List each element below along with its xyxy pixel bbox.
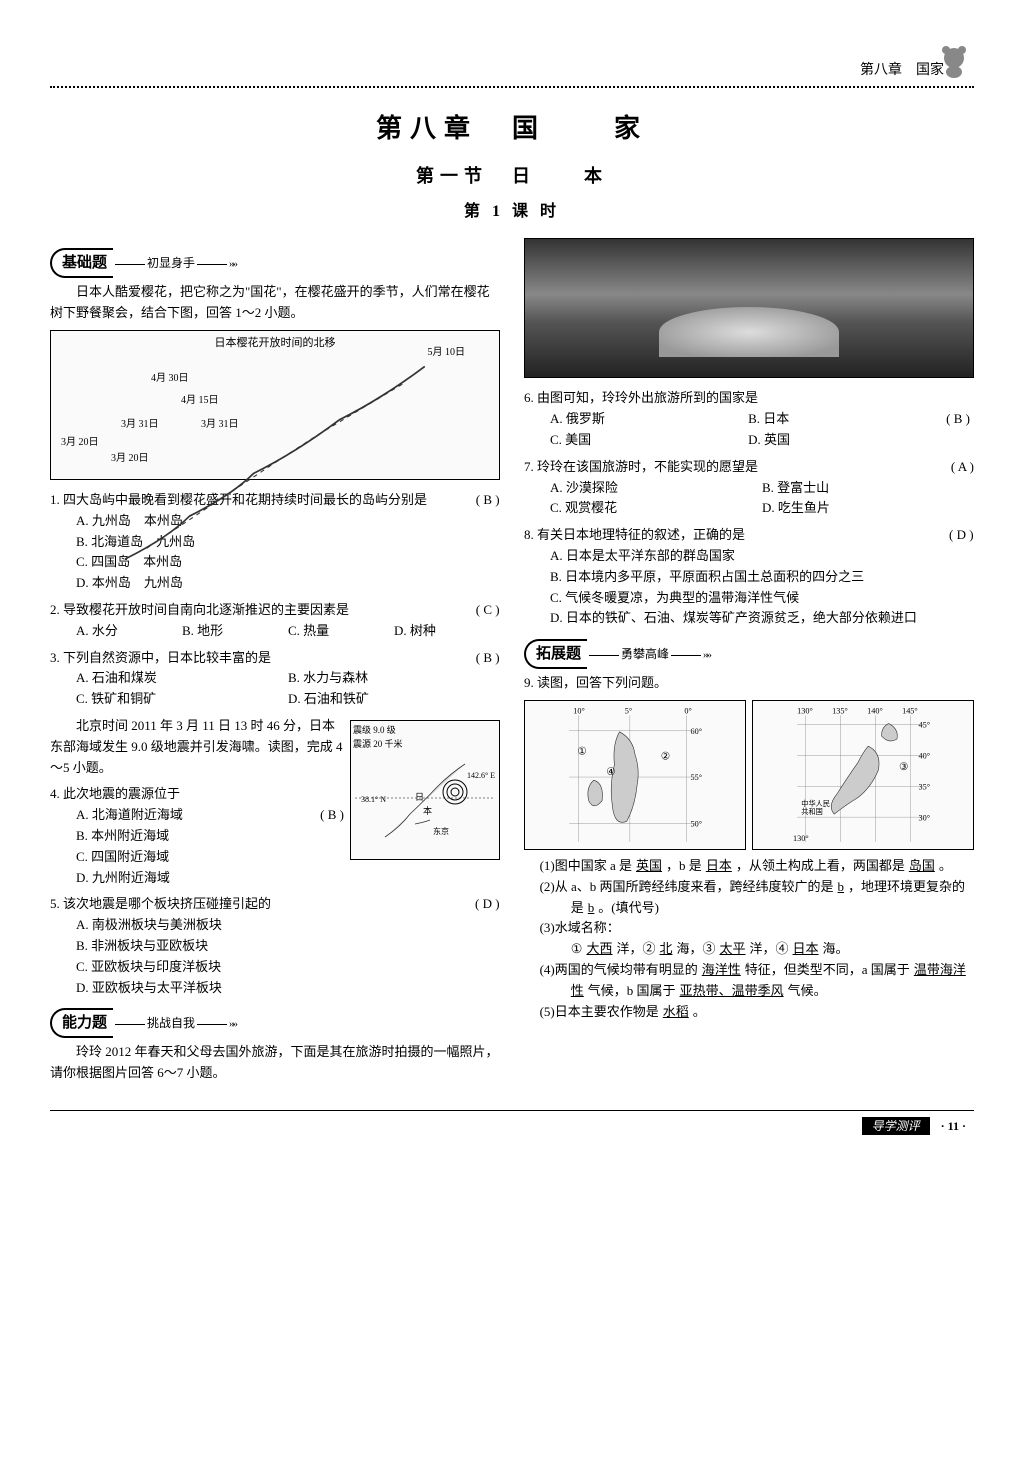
svg-text:10°: 10° bbox=[573, 706, 585, 715]
left-column: 基础题初显身手»» 日本人酷爱樱花，把它称之为"国花"，在樱花盛开的季节，人们常… bbox=[50, 238, 500, 1090]
answer-6: ( B ) bbox=[946, 409, 970, 430]
answer-4: ( B ) bbox=[320, 805, 344, 826]
svg-text:30°: 30° bbox=[919, 813, 931, 822]
comparison-maps: 10°5°0° 60°55°50° ① ② ④ 130°13 bbox=[524, 700, 974, 850]
header-chapter-ref: 第八章 国家 bbox=[50, 60, 974, 82]
svg-text:50°: 50° bbox=[691, 819, 703, 828]
question-7: 7. 玲玲在该国旅游时，不能实现的愿望是( A ) A. 沙漠探险B. 登富士山… bbox=[524, 457, 974, 519]
mascot-icon bbox=[934, 40, 974, 80]
chapter-title: 第八章 国 家 bbox=[50, 108, 974, 150]
svg-text:35°: 35° bbox=[919, 782, 931, 791]
svg-text:135°: 135° bbox=[832, 706, 848, 715]
svg-text:日: 日 bbox=[415, 792, 424, 802]
right-column: 6. 由图可知，玲玲外出旅游所到的国家是 ( B ) A. 俄罗斯B. 日本 C… bbox=[524, 238, 974, 1090]
question-2: 2. 导致樱花开放时间自南向北逐渐推迟的主要因素是( C ) A. 水分B. 地… bbox=[50, 600, 500, 642]
svg-text:③: ③ bbox=[899, 762, 908, 773]
svg-text:东京: 东京 bbox=[433, 826, 449, 836]
answer-1: ( B ) bbox=[491, 490, 500, 511]
answer-8: ( D ) bbox=[965, 525, 974, 546]
question-3: 3. 下列自然资源中，日本比较丰富的是( B ) A. 石油和煤炭B. 水力与森… bbox=[50, 648, 500, 710]
svg-text:45°: 45° bbox=[919, 721, 931, 730]
section-title: 第一节 日 本 bbox=[50, 162, 974, 191]
map-uk: 10° 5° 0° 60° 55° 50° ① ② ④ bbox=[524, 700, 746, 850]
section-header-extend: 拓展题勇攀高峰»» bbox=[524, 639, 974, 665]
section-header-ability: 能力题挑战自我»» bbox=[50, 1008, 500, 1034]
svg-text:共和国: 共和国 bbox=[801, 807, 823, 816]
answer-5: ( D ) bbox=[491, 894, 500, 915]
svg-text:38.1° N: 38.1° N bbox=[361, 795, 386, 804]
svg-text:130°: 130° bbox=[797, 706, 813, 715]
answer-7: ( A ) bbox=[966, 457, 974, 478]
fuji-photo bbox=[524, 238, 974, 378]
question-6: 6. 由图可知，玲玲外出旅游所到的国家是 ( B ) A. 俄罗斯B. 日本 C… bbox=[524, 388, 974, 450]
svg-text:142.6° E: 142.6° E bbox=[467, 771, 495, 780]
svg-text:中华人民: 中华人民 bbox=[801, 799, 830, 808]
svg-text:②: ② bbox=[661, 752, 670, 763]
svg-text:130°: 130° bbox=[793, 834, 809, 843]
section-header-basic: 基础题初显身手»» bbox=[50, 248, 500, 274]
question-5: 5. 该次地震是哪个板块挤压碰撞引起的( D ) A. 南极洲板块与美洲板块 B… bbox=[50, 894, 500, 998]
page-footer: 导学测评 · 11 · bbox=[50, 1110, 974, 1136]
svg-text:①: ① bbox=[577, 746, 586, 757]
answer-2: ( C ) bbox=[491, 600, 500, 621]
sakura-map: 日本樱花开放时间的北移 5月 10日 4月 30日 4月 15日 3月 31日 … bbox=[50, 330, 500, 480]
svg-text:④: ④ bbox=[606, 767, 615, 778]
svg-text:55°: 55° bbox=[691, 773, 703, 782]
svg-text:60°: 60° bbox=[691, 727, 703, 736]
intro-1-2: 日本人酷爱樱花，把它称之为"国花"，在樱花盛开的季节，人们常在樱花树下野餐聚会，… bbox=[50, 282, 500, 324]
lesson-title: 第 1 课 时 bbox=[50, 199, 974, 225]
question-8: 8. 有关日本地理特征的叙述，正确的是( D ) A. 日本是太平洋东部的群岛国… bbox=[524, 525, 974, 629]
svg-text:0°: 0° bbox=[684, 706, 691, 715]
earthquake-map: 震级 9.0 级 震源 20 千米 142.6° E 38.1° N 日 本 东… bbox=[350, 720, 500, 860]
answer-3: ( B ) bbox=[491, 648, 500, 669]
svg-text:本: 本 bbox=[423, 805, 432, 816]
header-divider bbox=[50, 86, 974, 88]
svg-text:40°: 40° bbox=[919, 751, 931, 760]
intro-6-7: 玲玲 2012 年春天和父母去国外旅游，下面是其在旅游时拍摄的一幅照片，请你根据… bbox=[50, 1042, 500, 1084]
svg-text:145°: 145° bbox=[902, 706, 918, 715]
svg-text:5°: 5° bbox=[625, 706, 632, 715]
map-japan: 130° 135° 140° 145° 45° 40° 35° 30° ③ 中华人民 共和国… bbox=[752, 700, 974, 850]
question-9-subs: (1)图中国家 a 是英国，b 是日本，从领土构成上看，两国都是岛国。 (2)从… bbox=[524, 856, 974, 1022]
question-9: 9. 读图，回答下列问题。 bbox=[524, 673, 974, 694]
svg-text:140°: 140° bbox=[867, 706, 883, 715]
